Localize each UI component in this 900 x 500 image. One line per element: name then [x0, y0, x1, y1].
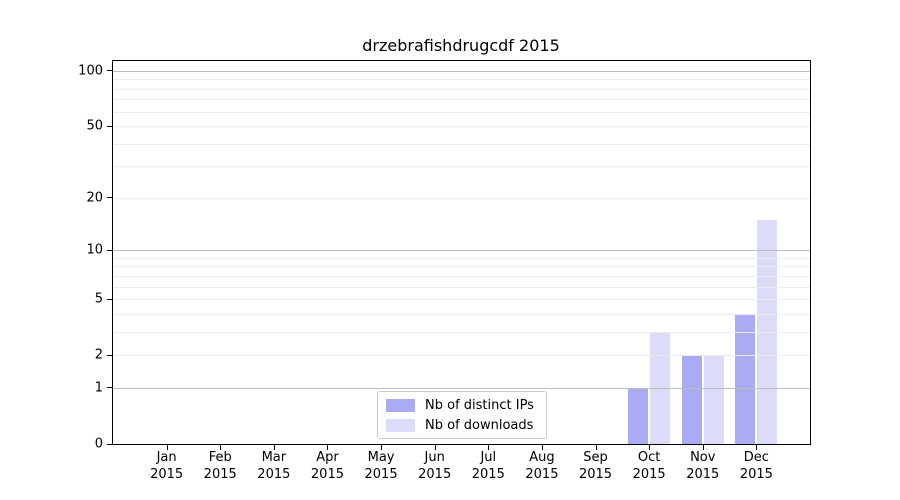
gridline-major — [113, 250, 810, 252]
gridline-minor — [113, 79, 810, 81]
gridline-minor — [113, 99, 810, 101]
x-tick — [220, 444, 222, 450]
x-tick — [702, 444, 704, 450]
bar-downloads-nov — [703, 355, 724, 444]
x-tick — [434, 444, 436, 450]
gridline-major — [113, 70, 810, 72]
x-tick — [541, 444, 543, 450]
x-tick-label-jul: Jul 2015 — [471, 450, 505, 482]
x-tick — [381, 444, 383, 450]
gridline-minor — [113, 331, 810, 333]
chart-title: drzebrafishdrugcdf 2015 — [362, 36, 560, 55]
gridline-minor — [113, 299, 810, 301]
x-tick-label-apr: Apr 2015 — [310, 450, 344, 482]
y-tick-label: 10 — [86, 242, 103, 258]
gridline-minor — [113, 257, 810, 259]
gridline-minor — [113, 143, 810, 145]
y-tick — [107, 125, 112, 127]
x-tick-label-nov: Nov 2015 — [686, 450, 720, 482]
gridline-minor — [113, 197, 810, 199]
y-tick-label: 20 — [86, 190, 103, 206]
legend-swatch-distinct-ips — [386, 398, 415, 412]
y-tick — [107, 298, 112, 300]
gridline-minor — [113, 126, 810, 128]
gridline-minor — [113, 88, 810, 90]
x-tick — [649, 444, 651, 450]
y-tick-label: 5 — [94, 291, 103, 307]
legend-swatch-downloads — [386, 418, 415, 432]
x-tick-label-jan: Jan 2015 — [150, 450, 184, 482]
y-tick — [107, 249, 112, 251]
bar-distinct-ips-oct — [628, 387, 649, 444]
gridline-minor — [113, 286, 810, 288]
x-tick-label-aug: Aug 2015 — [525, 450, 559, 482]
gridline-minor — [113, 166, 810, 168]
gridline-major — [113, 387, 810, 389]
bar-distinct-ips-dec — [735, 313, 756, 444]
x-tick — [756, 444, 758, 450]
x-tick — [595, 444, 597, 450]
y-tick-label: 100 — [78, 63, 103, 79]
legend-label: Nb of downloads — [425, 417, 534, 433]
x-tick — [166, 444, 168, 450]
legend-row: Nb of downloads — [386, 418, 538, 433]
y-tick-label: 2 — [94, 347, 103, 363]
gridline-minor — [113, 266, 810, 268]
x-tick-label-sep: Sep 2015 — [578, 450, 613, 482]
y-tick — [107, 70, 112, 72]
x-tick — [488, 444, 490, 450]
y-tick — [107, 354, 112, 356]
legend: Nb of distinct IPs Nb of downloads — [377, 391, 547, 439]
gridline-minor — [113, 111, 810, 113]
x-tick-label-may: May 2015 — [364, 450, 398, 482]
gridline-minor — [113, 355, 810, 357]
x-tick-label-mar: Mar 2015 — [257, 450, 291, 482]
y-tick — [107, 443, 112, 445]
gridline-minor — [113, 313, 810, 315]
gridline-minor — [113, 275, 810, 277]
x-tick-label-dec: Dec 2015 — [739, 450, 773, 482]
y-tick — [107, 387, 112, 389]
x-tick — [273, 444, 275, 450]
bar-distinct-ips-nov — [681, 355, 702, 444]
y-tick — [107, 197, 112, 199]
x-tick-label-jun: Jun 2015 — [418, 450, 452, 482]
y-tick-label: 50 — [86, 118, 103, 134]
legend-row: Nb of distinct IPs — [386, 398, 538, 413]
y-tick-label: 0 — [94, 436, 103, 452]
legend-label: Nb of distinct IPs — [425, 397, 534, 413]
plot-area — [112, 60, 811, 445]
y-tick-label: 1 — [94, 380, 103, 396]
x-tick-label-oct: Oct 2015 — [632, 450, 666, 482]
x-tick — [327, 444, 329, 450]
x-tick-label-feb: Feb 2015 — [203, 450, 237, 482]
